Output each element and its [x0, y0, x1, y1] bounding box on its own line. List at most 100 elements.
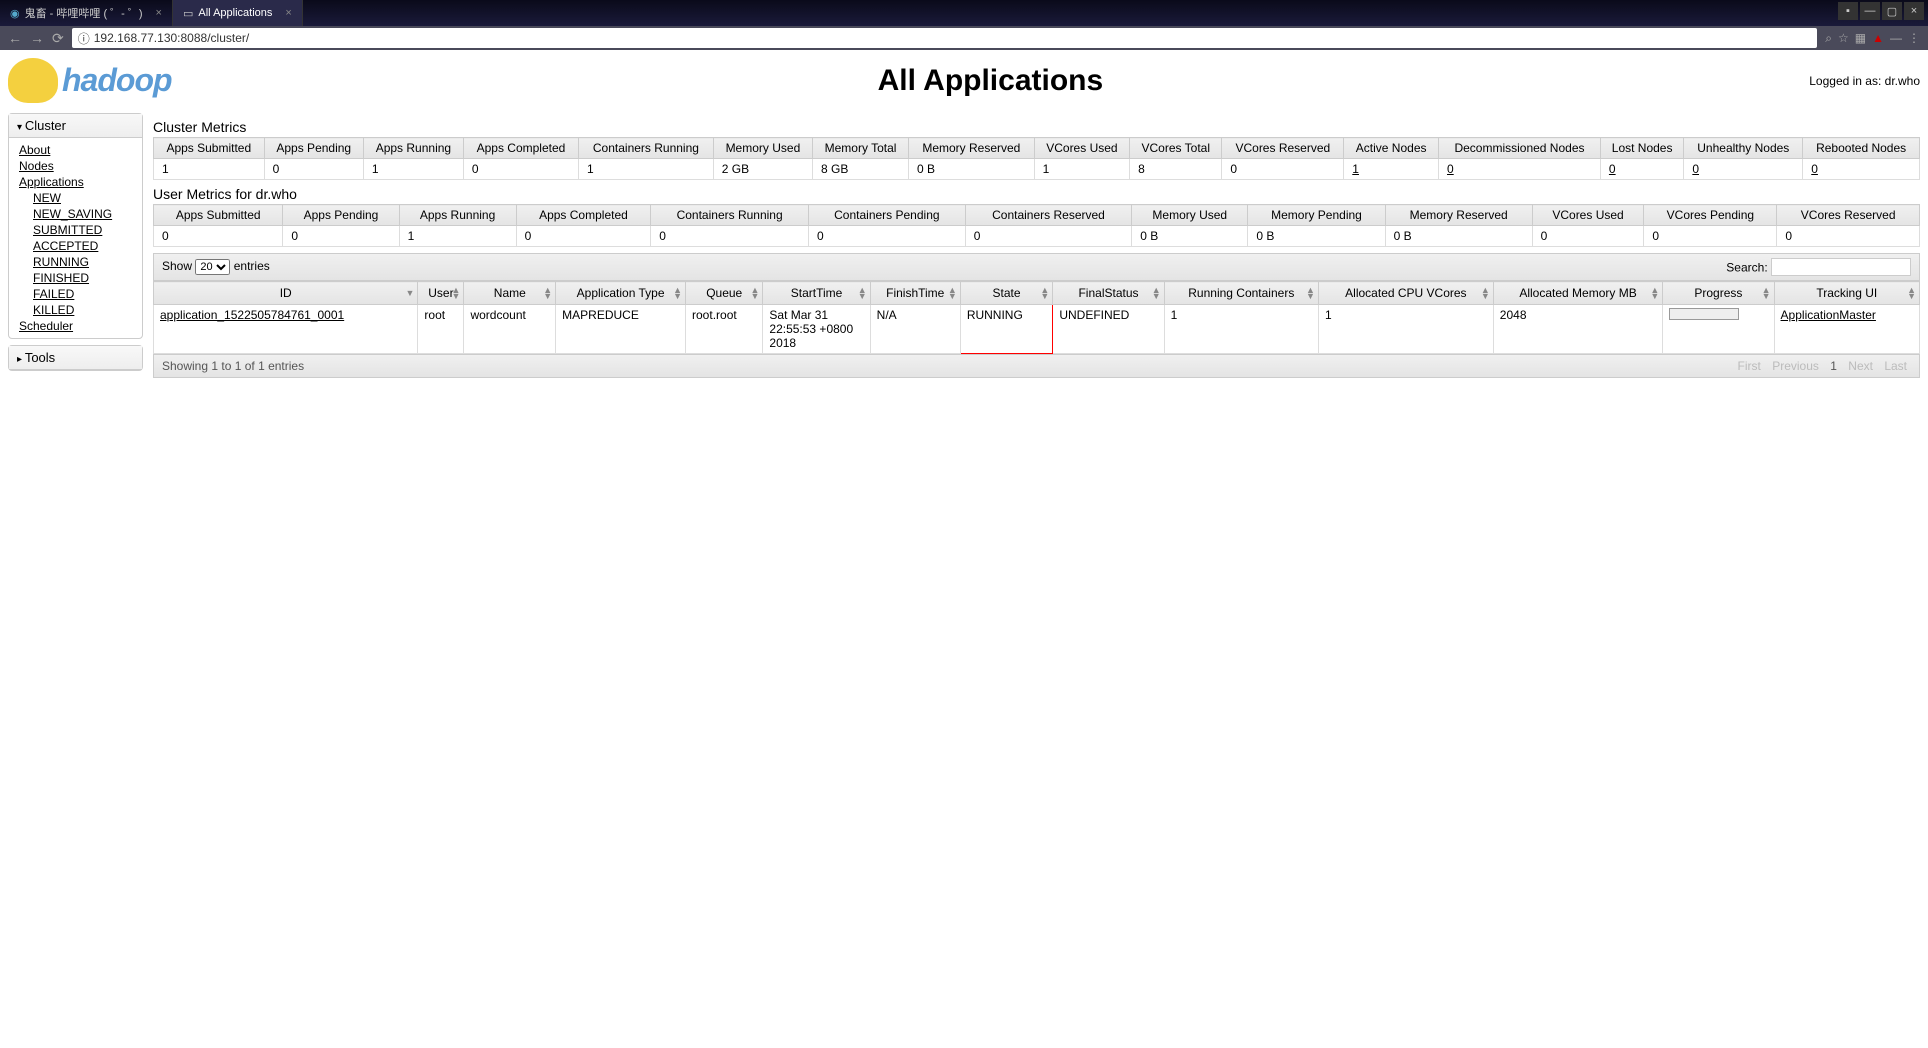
url-text: 192.168.77.130:8088/cluster/	[94, 31, 249, 45]
extension-icon[interactable]: ▦	[1855, 31, 1866, 46]
metrics-link[interactable]: 0	[1447, 162, 1454, 176]
user-icon[interactable]: ▪	[1838, 2, 1858, 20]
app-id-link[interactable]: application_1522505784761_0001	[160, 308, 344, 322]
search-input[interactable]	[1771, 258, 1911, 276]
metrics-value: 1	[363, 159, 463, 180]
sort-icon: ▲▼	[1762, 287, 1771, 299]
metrics-link[interactable]: 0	[1692, 162, 1699, 176]
sidebar-link-finished[interactable]: FINISHED	[19, 270, 132, 286]
sidebar-heading-cluster[interactable]: Cluster	[9, 114, 142, 138]
sidebar-link-about[interactable]: About	[19, 142, 132, 158]
metrics-header: VCores Total	[1130, 138, 1222, 159]
metrics-header: Containers Running	[579, 138, 714, 159]
maximize-icon[interactable]: ▢	[1882, 2, 1902, 20]
column-header[interactable]: Allocated CPU VCores▲▼	[1318, 282, 1493, 305]
metrics-header: Memory Pending	[1248, 205, 1385, 226]
translate-icon[interactable]: ⌕	[1825, 31, 1832, 46]
extension-icon[interactable]: ▲	[1872, 31, 1884, 46]
pager-page[interactable]: 1	[1830, 359, 1837, 373]
sort-icon: ▲▼	[543, 287, 552, 299]
hadoop-logo[interactable]: hadoop	[8, 58, 172, 103]
entries-label: entries	[234, 259, 270, 273]
sidebar-link-applications[interactable]: Applications	[19, 174, 132, 190]
reload-icon[interactable]: ⟳	[52, 30, 64, 47]
metrics-link[interactable]: 1	[1352, 162, 1359, 176]
sort-icon: ▲▼	[1907, 287, 1916, 299]
datatable-toolbar: Show 20 entries Search:	[153, 253, 1920, 281]
extension-icon[interactable]: —	[1890, 31, 1902, 46]
sidebar-link-scheduler[interactable]: Scheduler	[19, 318, 132, 334]
back-icon[interactable]: ←	[8, 30, 22, 46]
metrics-header: Apps Completed	[463, 138, 578, 159]
sidebar-link-new[interactable]: NEW	[19, 190, 132, 206]
browser-tab[interactable]: ▭ All Applications ×	[173, 0, 303, 26]
sidebar-link-new-saving[interactable]: NEW_SAVING	[19, 206, 132, 222]
metrics-link[interactable]: 0	[1609, 162, 1616, 176]
entries-select[interactable]: 20	[195, 259, 230, 275]
tracking-ui-link[interactable]: ApplicationMaster	[1781, 308, 1876, 322]
minimize-icon[interactable]: —	[1860, 2, 1880, 20]
cell-containers: 1	[1164, 305, 1318, 354]
metrics-value: 1	[399, 226, 516, 247]
column-header[interactable]: Tracking UI▲▼	[1774, 282, 1919, 305]
column-header[interactable]: Name▲▼	[464, 282, 556, 305]
metrics-value: 0 B	[1132, 226, 1248, 247]
sort-icon: ▲▼	[1040, 287, 1049, 299]
sidebar-heading-tools[interactable]: Tools	[9, 346, 142, 370]
metrics-value: 0	[808, 226, 965, 247]
cell-memory: 2048	[1493, 305, 1662, 354]
cell-state: RUNNING	[960, 305, 1053, 354]
metrics-link[interactable]: 0	[1811, 162, 1818, 176]
table-row: application_1522505784761_0001 root word…	[154, 305, 1920, 354]
sort-icon: ▲▼	[673, 287, 682, 299]
column-header[interactable]: Queue▲▼	[686, 282, 763, 305]
forward-icon[interactable]: →	[30, 30, 44, 46]
pager-previous[interactable]: Previous	[1772, 359, 1819, 373]
metrics-value: 1	[579, 159, 714, 180]
column-header[interactable]: User▲▼	[418, 282, 464, 305]
menu-icon[interactable]: ⋮	[1908, 31, 1920, 46]
sidebar-link-accepted[interactable]: ACCEPTED	[19, 238, 132, 254]
pager-last[interactable]: Last	[1884, 359, 1907, 373]
metrics-value: 0	[1684, 159, 1803, 180]
close-icon[interactable]: ×	[285, 7, 291, 19]
applications-table: ID▼User▲▼Name▲▼Application Type▲▼Queue▲▼…	[153, 281, 1920, 354]
metrics-value: 0	[1439, 159, 1601, 180]
column-header[interactable]: StartTime▲▼	[763, 282, 870, 305]
sidebar-link-failed[interactable]: FAILED	[19, 286, 132, 302]
column-header[interactable]: Application Type▲▼	[556, 282, 686, 305]
metrics-header: Active Nodes	[1344, 138, 1439, 159]
close-window-icon[interactable]: ×	[1904, 2, 1924, 20]
page-header: hadoop All Applications Logged in as: dr…	[8, 58, 1920, 103]
metrics-header: Memory Used	[713, 138, 812, 159]
sort-desc-icon: ▼	[406, 290, 415, 296]
metrics-header: Apps Submitted	[154, 205, 283, 226]
star-icon[interactable]: ☆	[1838, 31, 1849, 46]
tab-bar: ◉ 鬼畜 - 哔哩哔哩 ( ゜- ゜) × ▭ All Applications…	[0, 0, 1928, 26]
metrics-header: Decommissioned Nodes	[1439, 138, 1601, 159]
close-icon[interactable]: ×	[156, 7, 162, 19]
pager-first[interactable]: First	[1738, 359, 1761, 373]
column-header[interactable]: ID▼	[154, 282, 418, 305]
sidebar-link-submitted[interactable]: SUBMITTED	[19, 222, 132, 238]
column-header[interactable]: FinishTime▲▼	[870, 282, 960, 305]
metrics-value: 1	[154, 159, 265, 180]
column-header[interactable]: State▲▼	[960, 282, 1053, 305]
metrics-value: 1	[1344, 159, 1439, 180]
pager-next[interactable]: Next	[1848, 359, 1873, 373]
sidebar-link-killed[interactable]: KILLED	[19, 302, 132, 318]
sort-icon: ▲▼	[1481, 287, 1490, 299]
browser-tab[interactable]: ◉ 鬼畜 - 哔哩哔哩 ( ゜- ゜) ×	[0, 0, 173, 26]
cell-starttime: Sat Mar 31 22:55:53 +0800 2018	[763, 305, 870, 354]
sidebar-link-nodes[interactable]: Nodes	[19, 158, 132, 174]
url-input[interactable]: ⓘ 192.168.77.130:8088/cluster/	[72, 28, 1818, 48]
sidebar-link-running[interactable]: RUNNING	[19, 254, 132, 270]
column-header[interactable]: Running Containers▲▼	[1164, 282, 1318, 305]
page-content: hadoop All Applications Logged in as: dr…	[0, 50, 1928, 386]
column-header[interactable]: Allocated Memory MB▲▼	[1493, 282, 1662, 305]
column-header[interactable]: Progress▲▼	[1663, 282, 1774, 305]
column-header[interactable]: FinalStatus▲▼	[1053, 282, 1164, 305]
metrics-header: Apps Pending	[283, 205, 399, 226]
metrics-header: Apps Running	[363, 138, 463, 159]
metrics-value: 0	[1644, 226, 1777, 247]
